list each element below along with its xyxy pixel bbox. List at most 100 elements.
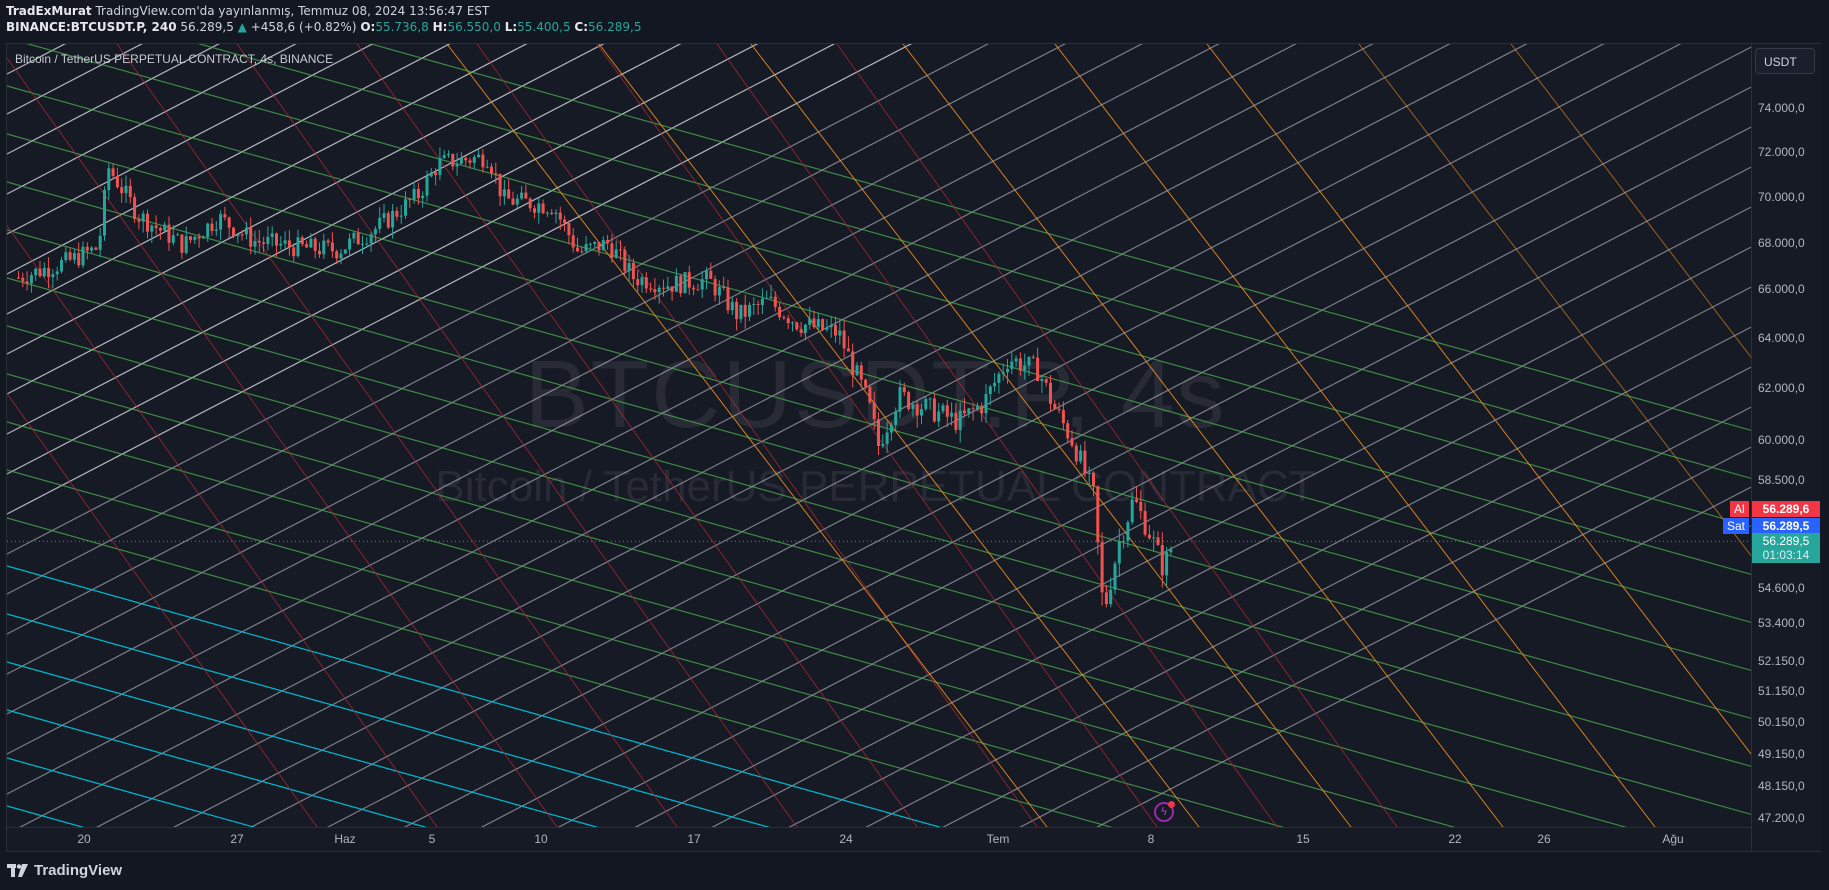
high-label: H: <box>432 20 448 34</box>
gann-fan-line <box>403 126 1751 827</box>
candle-body <box>683 272 687 294</box>
gann-fan-line <box>836 44 1398 827</box>
gann-fan-line <box>197 44 1751 479</box>
candle-body <box>438 157 442 176</box>
candle-body <box>361 243 364 245</box>
candle-body <box>378 217 382 229</box>
candle-body <box>803 324 807 333</box>
candle-body <box>339 253 343 259</box>
gann-fan-line <box>557 206 1751 827</box>
gann-fan-line <box>7 757 256 827</box>
candle-body <box>1049 382 1052 404</box>
gann-fan-line <box>7 613 770 827</box>
price-tick-label: 68.000,0 <box>1758 236 1805 250</box>
gann-fan-line <box>446 44 1048 827</box>
candle-body <box>382 213 386 218</box>
bar-countdown: 01:03:14 <box>1762 548 1810 562</box>
sell-label[interactable]: Sat <box>1723 518 1750 534</box>
candle-body <box>34 268 38 276</box>
brand-name: TradingView <box>34 862 123 879</box>
candle-body <box>649 288 653 290</box>
candle-body <box>752 303 756 305</box>
candle-body <box>219 214 223 230</box>
candle-body <box>137 218 141 222</box>
price-axis[interactable] <box>1751 44 1821 851</box>
candle-body <box>1092 472 1095 487</box>
candle-body <box>631 263 635 280</box>
candle-body <box>1104 592 1108 605</box>
gann-fan-line <box>7 44 374 235</box>
candle-body <box>326 240 330 243</box>
currency-button[interactable]: USDT <box>1755 48 1815 74</box>
candle-body <box>429 172 433 177</box>
candle-body <box>502 189 506 197</box>
price-tick-label: 50.150,0 <box>1758 715 1805 729</box>
candle-body <box>270 233 274 237</box>
candle-body <box>958 410 962 431</box>
candle-body <box>907 392 911 409</box>
candle-body <box>38 268 42 277</box>
candle-body <box>1139 501 1143 512</box>
price-change: +458,6 (+0.82%) <box>250 20 357 34</box>
time-tick-label: 10 <box>534 832 548 846</box>
candle-body <box>889 424 893 433</box>
gann-fan-line <box>7 44 836 475</box>
published-text: TradingView.com'da yayınlanmış, Temmuz 0… <box>95 4 490 18</box>
gann-fan-line <box>7 565 942 827</box>
candle-body <box>528 198 532 209</box>
candle-body <box>348 238 352 250</box>
gann-fan-line <box>7 224 438 827</box>
candle-body <box>455 163 459 167</box>
price-tick-label: 53.400,0 <box>1758 616 1805 630</box>
candle-body <box>1147 534 1151 539</box>
time-axis[interactable] <box>7 827 1751 852</box>
candle-body <box>343 249 347 254</box>
candle-body <box>232 227 235 237</box>
gann-fan-line <box>7 44 1143 635</box>
candle-body <box>756 303 760 305</box>
gann-fan-line <box>476 44 1038 827</box>
candle-body <box>17 277 20 279</box>
candle-body <box>464 157 468 161</box>
gann-fan-line <box>7 757 256 827</box>
gann-fan-line <box>7 565 942 827</box>
candle-body <box>189 236 192 240</box>
candle-body <box>305 244 309 248</box>
candle-body <box>975 406 979 410</box>
candle-body <box>184 236 188 253</box>
candle-body <box>1169 549 1173 553</box>
candle-body <box>580 251 584 253</box>
candle-body <box>791 322 794 324</box>
gann-fan-line <box>249 46 1751 827</box>
candle-body <box>687 272 691 288</box>
candle-body <box>287 240 291 248</box>
chart-pane[interactable] <box>7 44 1751 827</box>
candle-body <box>279 243 283 246</box>
candle-body <box>490 166 493 174</box>
candle-body <box>94 247 98 250</box>
gann-fan-line <box>7 85 1751 575</box>
candle-body <box>249 227 253 247</box>
candle-body <box>244 227 248 235</box>
gann-fan-line <box>7 229 1751 719</box>
lightning-event-icon[interactable]: ϟ <box>1154 802 1174 822</box>
candle-body <box>214 229 218 231</box>
gann-fan-line <box>7 44 1220 675</box>
candle-body <box>799 329 803 333</box>
candle-body <box>571 235 575 248</box>
gann-fan-line <box>942 406 1751 827</box>
candle-body <box>468 160 472 163</box>
candle-body <box>812 318 816 328</box>
publish-info: TradExMurat TradingView.com'da yayınlanm… <box>6 4 489 19</box>
candle-body <box>1031 356 1035 358</box>
price-tick-label: 58.500,0 <box>1758 473 1805 487</box>
gann-fan-line <box>19 44 1528 827</box>
candle-body <box>434 172 438 176</box>
candle-body <box>395 210 399 217</box>
price-tick-label: 60.000,0 <box>1758 433 1805 447</box>
candle-body <box>180 234 184 253</box>
candle-body <box>597 241 601 251</box>
candle-body <box>808 318 812 325</box>
candle-body <box>1023 365 1027 371</box>
buy-label[interactable]: Al <box>1730 501 1749 517</box>
